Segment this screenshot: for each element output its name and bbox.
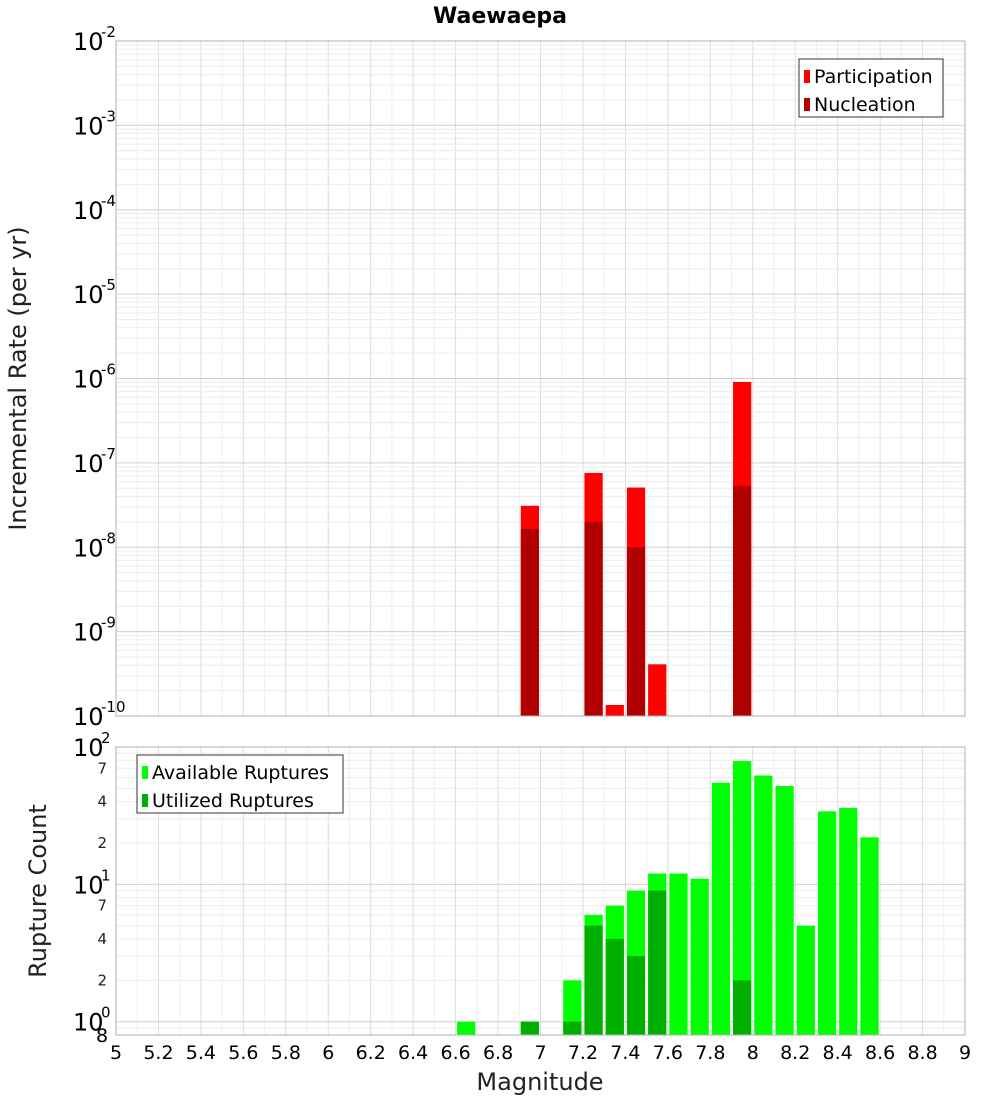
bar [520,1021,539,1035]
y-axis-label: Incremental Rate (per yr) [4,226,32,530]
bar [563,1021,582,1035]
y-minor-tick-label: 2 [97,971,107,989]
bar [733,980,752,1035]
y-tick-exponent: -3 [101,107,116,125]
y-tick-exponent: -10 [101,698,126,716]
plot-frame [115,40,966,717]
legend: Available Ruptures Utilized Ruptures [136,754,344,814]
x-tick-label: 7.6 [653,1042,683,1064]
x-axis-label: Magnitude [476,1068,603,1096]
x-tick-label: 6 [322,1042,334,1064]
bar [796,925,815,1035]
x-tick-label: 5.8 [271,1042,301,1064]
x-tick-label: 7.4 [610,1042,640,1064]
bar [457,1021,476,1035]
bar [605,705,624,716]
bar [817,811,837,1035]
y-tick-label: 10 [73,871,104,899]
y-tick-label: 10 [73,1009,104,1037]
bar [626,956,646,1035]
bar [733,486,752,716]
bar [563,980,582,1035]
y-tick-label: 10 [73,28,104,56]
y-tick-label: 10 [73,281,104,309]
y-tick-exponent: -2 [101,23,116,41]
y-bottom-tick-label: 8 [96,1025,108,1047]
y-minor-tick-label: 4 [97,930,107,948]
y-tick-exponent: -8 [101,529,116,547]
x-tick-label: 8.8 [907,1042,937,1064]
y-tick-exponent: -7 [101,445,116,463]
rate-panel: 10-1010-910-810-710-610-510-410-310-2Inc… [4,23,966,731]
x-tick-label: 8.6 [865,1042,895,1064]
x-tick-label: 6.2 [356,1042,386,1064]
y-tick-label: 10 [73,112,104,140]
x-tick-label: 5.6 [228,1042,258,1064]
y-tick-exponent: 1 [101,866,111,884]
y-tick-exponent: -4 [101,192,116,210]
x-tick-label: 8 [747,1042,759,1064]
y-tick-label: 10 [73,450,104,478]
y-tick-exponent: -5 [101,276,116,294]
x-axis: 5 5.2 5.4 5.6 5.8 6 6.2 6.4 6.6 6.8 7 7.2 7.4 7.6 7.8 8… [110,1042,971,1064]
legend-box [136,754,344,814]
x-tick-label: 5 [110,1042,122,1064]
y-tick-label: 10 [73,619,104,647]
y-minor-tick-label: 7 [97,759,107,777]
bar [775,786,794,1035]
x-tick-label: 7.8 [695,1042,725,1064]
y-tick-label: 10 [73,197,104,225]
y-tick-exponent: -9 [101,614,116,632]
y-tick-label: 10 [73,734,104,762]
y-minor-tick-label: 7 [97,897,107,915]
y-tick-exponent: 0 [101,1004,111,1022]
x-tick-label: 5.4 [186,1042,216,1064]
y-tick-label: 10 [73,366,104,394]
bar [648,664,667,716]
x-tick-label: 6.8 [483,1042,513,1064]
y-tick-exponent: -6 [101,361,116,379]
x-tick-label: 7.2 [568,1042,598,1064]
legend: Participation Nucleation [798,58,944,118]
bar [839,807,858,1035]
legend-entry: Utilized Ruptures [152,790,314,812]
bar [733,761,752,1035]
bar [648,890,667,1035]
x-tick-label: 6.4 [398,1042,428,1064]
bar [520,528,539,716]
y-axis-label: Rupture Count [24,804,52,978]
legend-swatch [804,98,810,111]
y-tick-label: 10 [73,703,104,731]
bar [626,547,646,716]
legend-swatch [142,794,148,807]
legend-box [798,58,944,118]
legend-swatch [804,70,810,83]
x-tick-label: 9 [959,1042,971,1064]
legend-entry: Participation [814,66,933,88]
y-minor-tick-label: 2 [97,834,107,852]
x-tick-label: 8.4 [823,1042,853,1064]
bar [860,837,879,1035]
chart-title: Waewaepa [433,4,567,29]
bar [690,878,709,1035]
legend-swatch [142,766,148,779]
bar [669,873,688,1035]
bar [754,775,773,1035]
bar [605,939,624,1035]
y-tick-exponent: 2 [101,729,111,747]
x-tick-label: 6.6 [440,1042,470,1064]
plot-frame [115,746,966,1036]
bar [711,782,731,1035]
y-tick-label: 10 [73,534,104,562]
bar [584,521,603,716]
y-minor-tick-label: 4 [97,793,107,811]
bar [584,925,603,1035]
x-tick-label: 7 [534,1042,546,1064]
legend-entry: Nucleation [814,94,916,116]
x-tick-label: 8.2 [780,1042,810,1064]
x-tick-label: 5.2 [143,1042,173,1064]
legend-entry: Available Ruptures [152,762,329,784]
